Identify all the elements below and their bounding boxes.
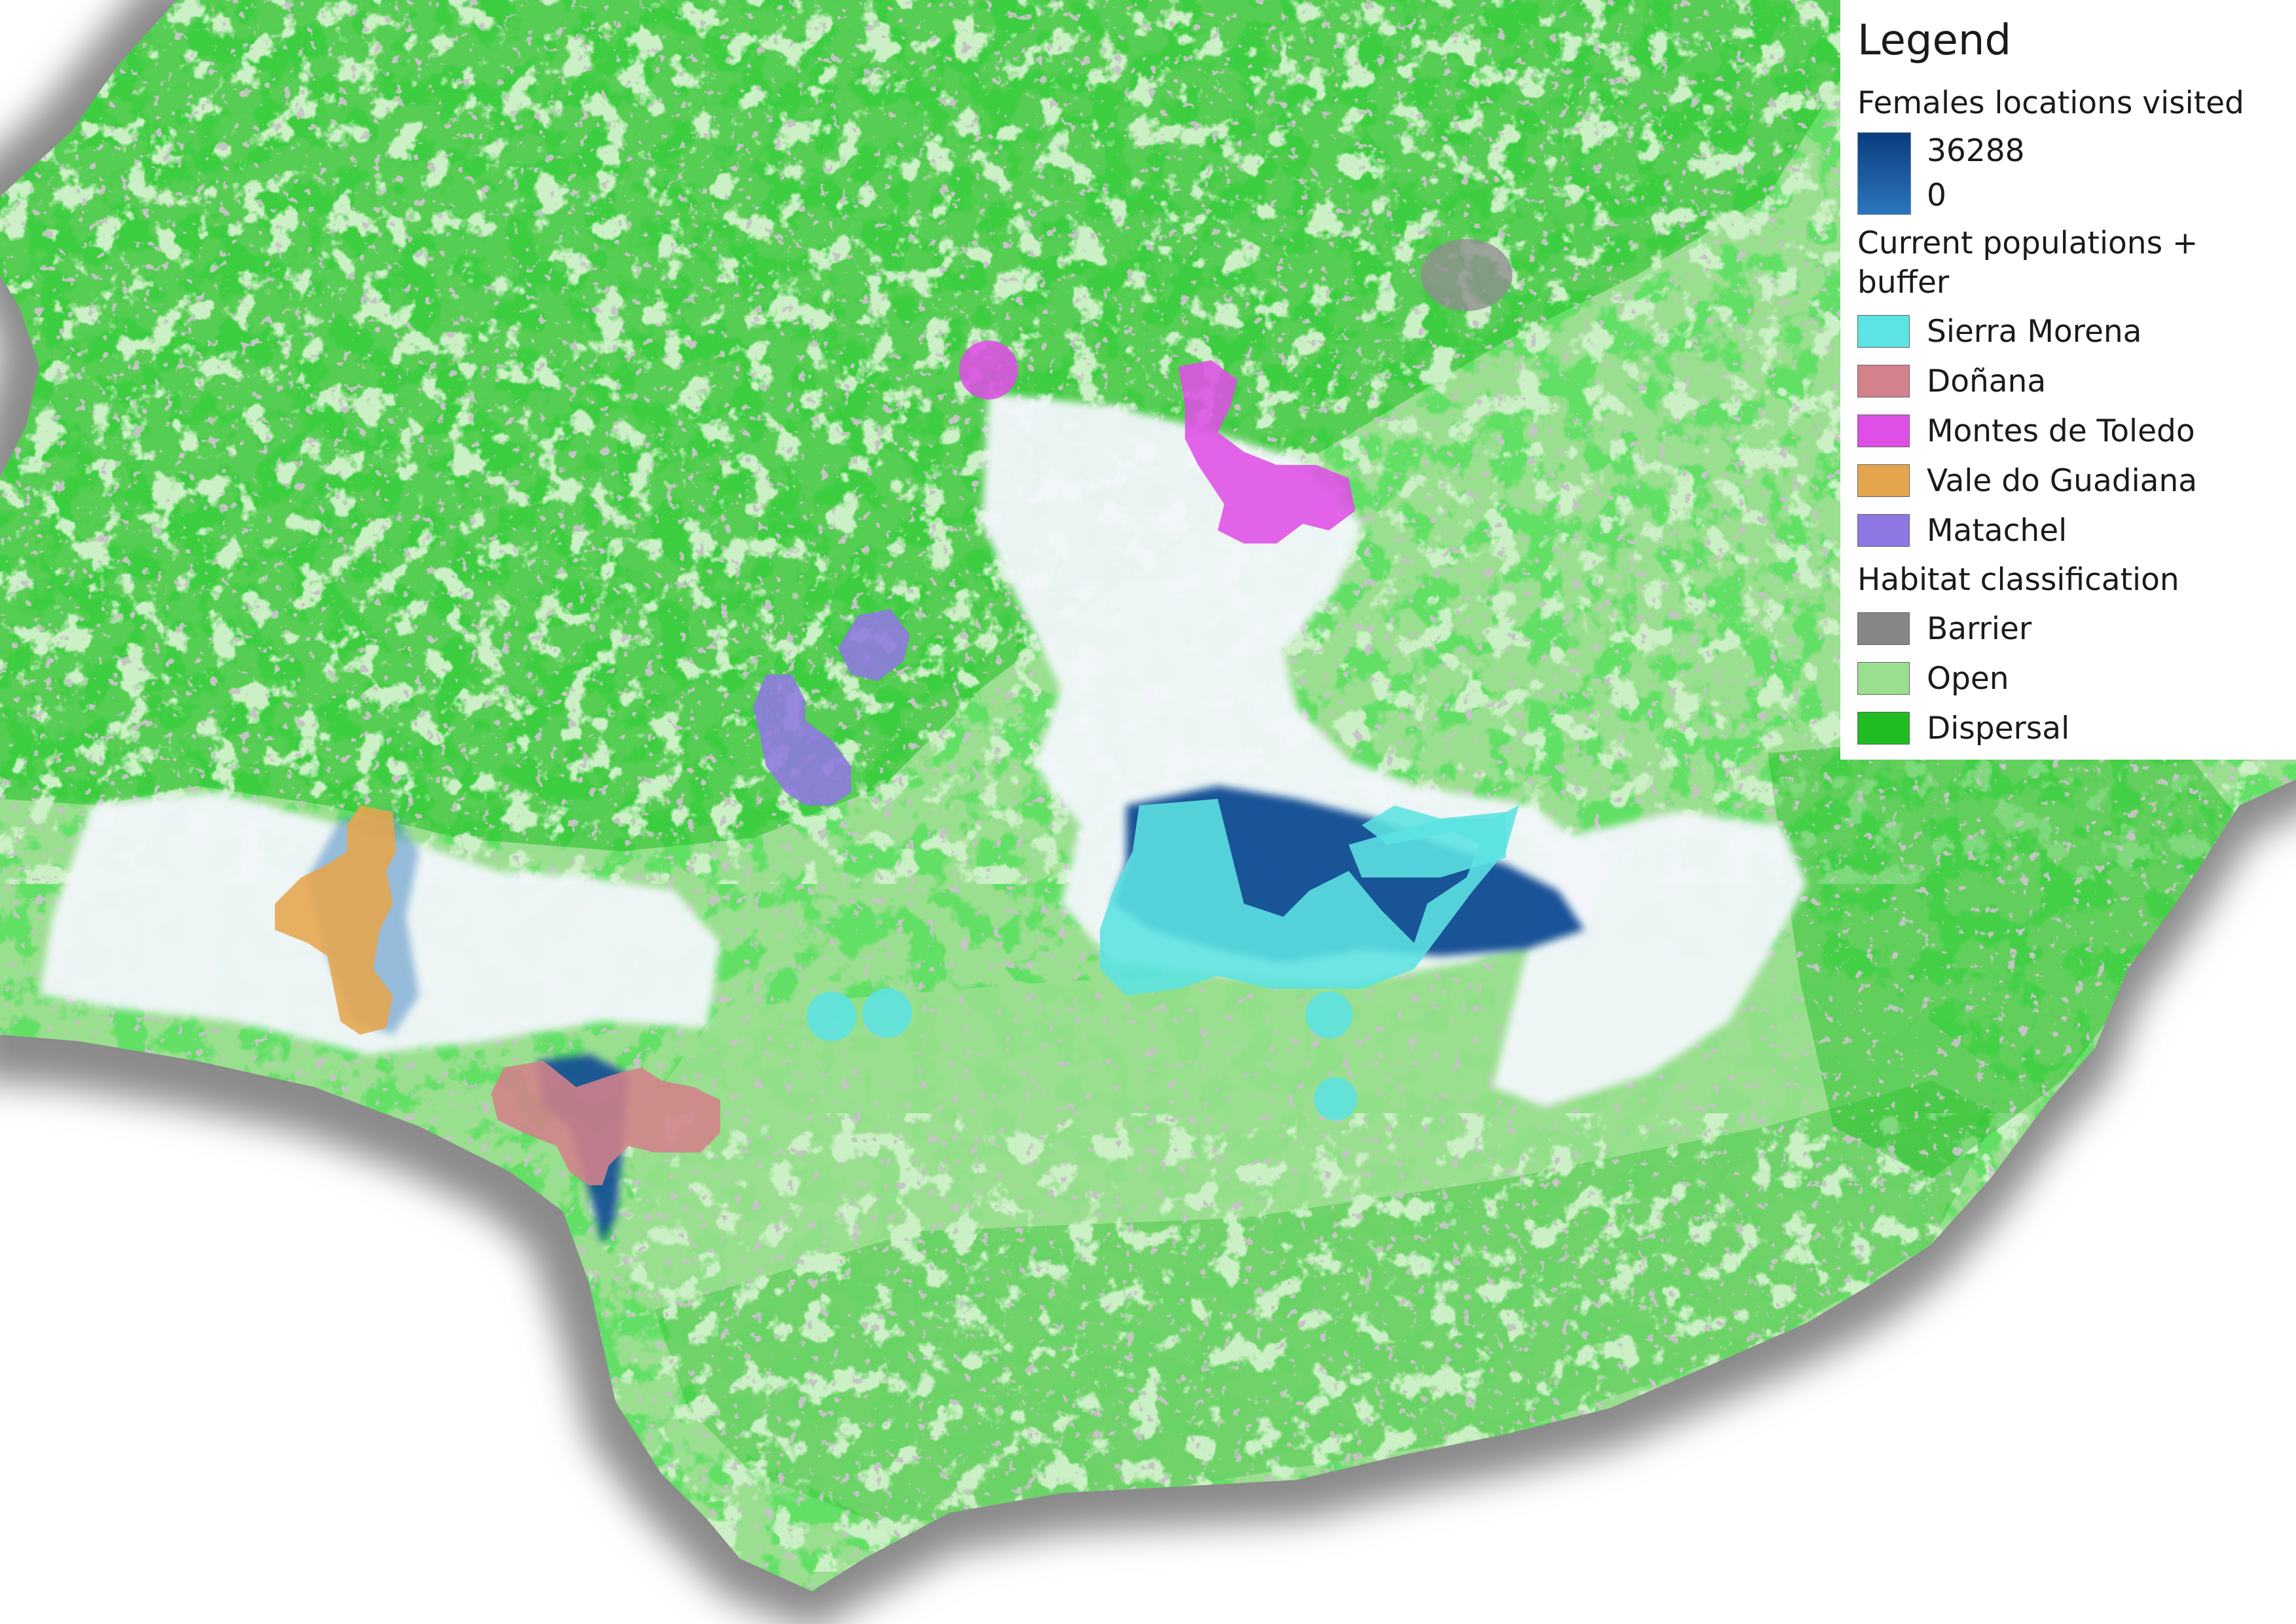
population-sierra-morena[interactable] bbox=[807, 799, 1519, 1120]
legend-title: Legend bbox=[1857, 16, 2012, 65]
map-legend: Legend Females locations visited 36288 0… bbox=[1840, 0, 2296, 760]
legend-label: Vale do Guadiana bbox=[1927, 462, 2198, 499]
legend-item-dispersal: Dispersal bbox=[1857, 709, 2296, 748]
populations-layer bbox=[275, 341, 1519, 1185]
swatch-barrier bbox=[1857, 612, 1910, 645]
color-ramp bbox=[1857, 132, 1911, 215]
population-legend-list: Sierra Morena Doñana Montes de Toledo Va… bbox=[1857, 312, 2296, 550]
legend-label: Dispersal bbox=[1927, 710, 2070, 747]
ramp-min-label: 0 bbox=[1927, 177, 1946, 213]
visited-area-east bbox=[1493, 812, 1807, 1107]
legend-item-vale-do-guadiana: Vale do Guadiana bbox=[1857, 461, 2296, 500]
ramp-max-label: 36288 bbox=[1927, 133, 2025, 169]
legend-item-montes-de-toledo: Montes de Toledo bbox=[1857, 411, 2296, 451]
swatch-montes-de-toledo bbox=[1857, 415, 1910, 447]
population-matachel[interactable] bbox=[753, 609, 910, 805]
legend-label: Montes de Toledo bbox=[1927, 413, 2195, 449]
legend-label: Doñana bbox=[1927, 363, 2047, 399]
swatch-donana bbox=[1857, 365, 1910, 397]
barrier-cluster bbox=[1421, 239, 1512, 311]
legend-label: Open bbox=[1927, 660, 2009, 697]
legend-heading-populations: Current populations + buffer bbox=[1857, 225, 2198, 301]
legend-label: Barrier bbox=[1927, 610, 2032, 647]
population-montes-de-toledo[interactable] bbox=[959, 341, 1355, 544]
legend-item-barrier: Barrier bbox=[1857, 609, 2296, 648]
habitat-legend-list: Barrier Open Dispersal bbox=[1857, 609, 2296, 748]
legend-item-matachel: Matachel bbox=[1857, 511, 2296, 550]
swatch-matachel bbox=[1857, 514, 1910, 547]
population-donana[interactable] bbox=[491, 1061, 720, 1185]
swatch-sierra-morena bbox=[1857, 315, 1910, 348]
legend-item-open: Open bbox=[1857, 659, 2296, 698]
swatch-open bbox=[1857, 662, 1910, 695]
legend-item-donana: Doñana bbox=[1857, 361, 2296, 401]
ramp-labels: 36288 0 bbox=[1927, 132, 2025, 215]
legend-heading-habitat: Habitat classification bbox=[1857, 562, 2179, 598]
swatch-dispersal bbox=[1857, 712, 1910, 745]
swatch-vale-do-guadiana bbox=[1857, 464, 1910, 497]
population-vale-do-guadiana[interactable] bbox=[275, 805, 396, 1035]
legend-label: Sierra Morena bbox=[1927, 313, 2142, 350]
legend-label: Matachel bbox=[1927, 512, 2068, 549]
legend-item-sierra-morena: Sierra Morena bbox=[1857, 312, 2296, 351]
legend-heading-females: Females locations visited bbox=[1857, 85, 2244, 121]
females-ramp-row: 36288 0 bbox=[1857, 132, 2296, 215]
